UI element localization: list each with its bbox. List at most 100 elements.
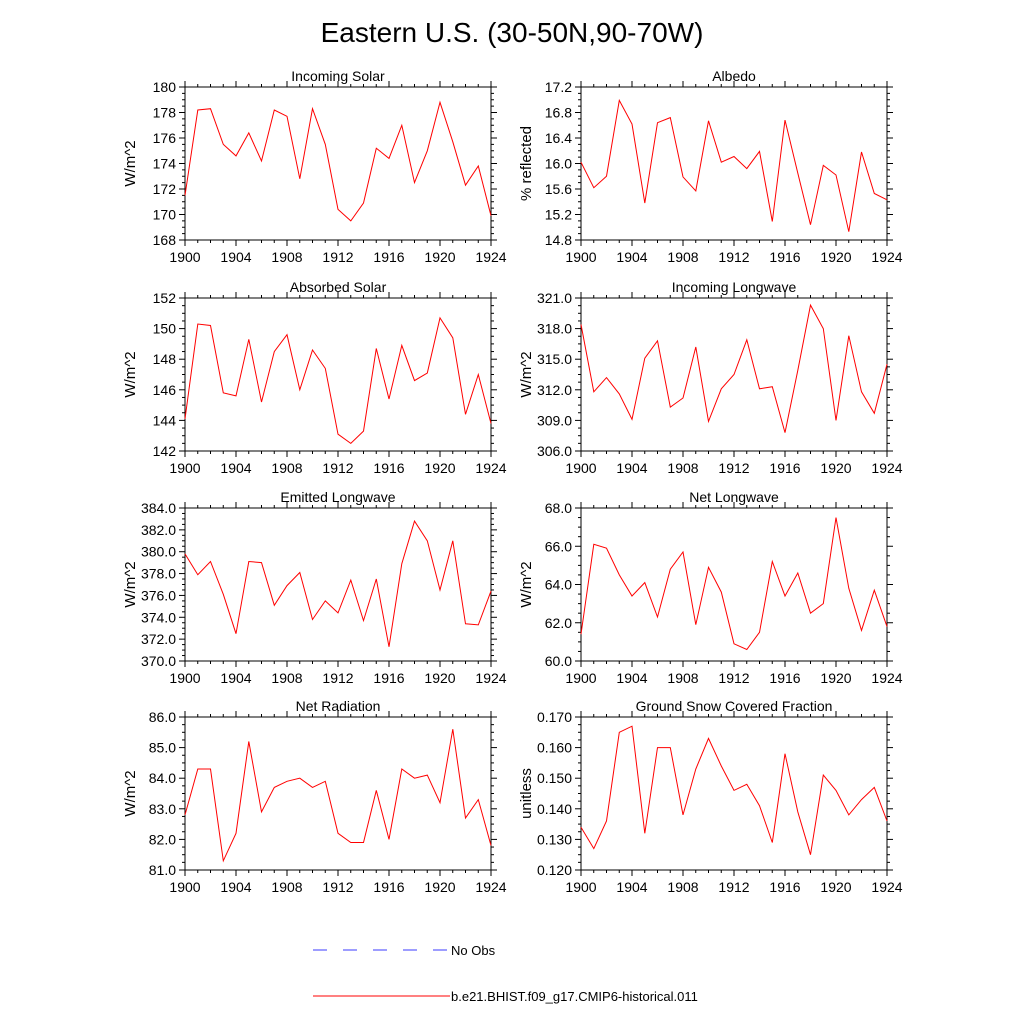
plot-frame <box>184 86 492 241</box>
x-tick-label: 1912 <box>718 460 749 476</box>
y-tick-label: 15.2 <box>545 207 572 223</box>
y-axis-label: W/m^2 <box>518 561 535 607</box>
y-tick-label: 85.0 <box>149 740 176 756</box>
x-tick-label: 1916 <box>373 460 404 476</box>
x-tick-label: 1900 <box>565 670 596 686</box>
x-tick-label: 1924 <box>871 879 902 895</box>
y-tick-label: 178 <box>153 105 177 121</box>
plot-frame <box>184 716 492 871</box>
y-tick-label: 306.0 <box>537 443 572 459</box>
x-tick-label: 1912 <box>322 249 353 265</box>
x-tick-label: 1900 <box>169 460 200 476</box>
legend-obs-label: No Obs <box>451 943 496 958</box>
plot-frame <box>184 297 492 452</box>
plot-frame <box>184 507 492 662</box>
panel-2: Albedo % reflected 14.8 15.2 15.6 16.0 16.4 16.… <box>518 68 903 265</box>
y-axis-label: W/m^2 <box>518 351 535 397</box>
y-tick-label: 318.0 <box>537 321 572 337</box>
y-tick-label: 17.2 <box>545 79 572 95</box>
panel-title: Net Longwave <box>689 489 779 505</box>
series-line <box>184 100 492 222</box>
y-tick-label: 0.140 <box>537 801 572 817</box>
y-tick-label: 144 <box>153 412 177 428</box>
y-tick-label: 168 <box>153 232 177 248</box>
y-axis-label: W/m^2 <box>122 351 139 397</box>
x-tick-label: 1924 <box>871 460 902 476</box>
y-tick-label: 84.0 <box>149 770 176 786</box>
panel-title: Net Radiation <box>296 698 381 714</box>
x-tick-label: 1912 <box>322 460 353 476</box>
y-tick-label: 180 <box>153 79 177 95</box>
y-tick-label: 64.0 <box>545 577 572 593</box>
y-tick-label: 0.130 <box>537 831 572 847</box>
series-line <box>184 519 492 647</box>
plot-frame <box>580 716 888 871</box>
y-tick-label: 315.0 <box>537 351 572 367</box>
y-tick-label: 146 <box>153 382 177 398</box>
series-line <box>184 316 492 445</box>
x-tick-label: 1904 <box>616 879 647 895</box>
x-tick-label: 1920 <box>424 460 455 476</box>
x-tick-label: 1900 <box>565 879 596 895</box>
x-tick-label: 1912 <box>718 249 749 265</box>
x-tick-label: 1916 <box>373 879 404 895</box>
y-tick-label: 0.160 <box>537 740 572 756</box>
y-tick-label: 15.6 <box>545 181 572 197</box>
y-tick-label: 170 <box>153 207 177 223</box>
panel-3: Absorbed Solar W/m^2 142 144 146 148 150 152 190… <box>122 279 507 476</box>
x-tick-label: 1908 <box>667 670 698 686</box>
y-tick-label: 62.0 <box>545 615 572 631</box>
y-tick-label: 142 <box>153 443 177 459</box>
y-tick-label: 86.0 <box>149 709 176 725</box>
panel-title: Incoming Longwave <box>672 279 797 295</box>
x-tick-label: 1908 <box>271 879 302 895</box>
x-tick-label: 1924 <box>871 670 902 686</box>
x-tick-label: 1924 <box>475 249 506 265</box>
x-tick-label: 1900 <box>169 670 200 686</box>
x-tick-label: 1904 <box>220 670 251 686</box>
y-tick-label: 60.0 <box>545 653 572 669</box>
x-tick-label: 1900 <box>169 879 200 895</box>
panel-title: Emitted Longwave <box>280 489 395 505</box>
figure-title: Eastern U.S. (30-50N,90-70W) <box>321 17 704 48</box>
panel-5: Emitted Longwave W/m^2 370.0 372.0 374.0 376.… <box>122 489 507 686</box>
x-tick-label: 1904 <box>616 460 647 476</box>
x-tick-label: 1908 <box>667 879 698 895</box>
panel-8: Ground Snow Covered Fraction unitless 0.12… <box>518 698 903 895</box>
x-tick-label: 1924 <box>475 879 506 895</box>
y-tick-label: 0.170 <box>537 709 572 725</box>
x-tick-label: 1924 <box>475 670 506 686</box>
y-tick-label: 0.120 <box>537 862 572 878</box>
x-tick-label: 1916 <box>373 249 404 265</box>
y-tick-label: 152 <box>153 290 177 306</box>
x-tick-label: 1900 <box>565 249 596 265</box>
x-tick-label: 1920 <box>820 879 851 895</box>
x-tick-label: 1920 <box>424 249 455 265</box>
y-tick-label: 16.4 <box>545 130 572 146</box>
series-line <box>580 517 888 651</box>
panel-4: Incoming Longwave W/m^2 306.0 309.0 312.0 315… <box>518 279 903 476</box>
x-tick-label: 1908 <box>667 460 698 476</box>
y-tick-label: 0.150 <box>537 770 572 786</box>
y-axis-label: W/m^2 <box>122 561 139 607</box>
y-tick-label: 370.0 <box>141 653 176 669</box>
x-tick-label: 1900 <box>565 460 596 476</box>
panel-title: Absorbed Solar <box>290 279 387 295</box>
x-tick-label: 1920 <box>424 879 455 895</box>
y-tick-label: 372.0 <box>141 631 176 647</box>
y-tick-label: 380.0 <box>141 544 176 560</box>
y-tick-label: 66.0 <box>545 538 572 554</box>
legend: No Obs b.e21.BHIST.f09_g17.CMIP6-histori… <box>313 943 698 1004</box>
y-tick-label: 382.0 <box>141 522 176 538</box>
x-tick-label: 1916 <box>769 879 800 895</box>
y-axis-label: W/m^2 <box>122 140 139 186</box>
panel-title: Albedo <box>712 68 756 84</box>
x-tick-label: 1912 <box>322 879 353 895</box>
y-axis-label: % reflected <box>518 126 535 201</box>
legend-model-label: b.e21.BHIST.f09_g17.CMIP6-historical.011 <box>451 989 698 1004</box>
panel-1: Incoming Solar W/m^2 168 170 172 174 176 178 180… <box>122 68 507 265</box>
x-tick-label: 1920 <box>820 249 851 265</box>
plot-frame <box>580 86 888 241</box>
x-tick-label: 1924 <box>475 460 506 476</box>
